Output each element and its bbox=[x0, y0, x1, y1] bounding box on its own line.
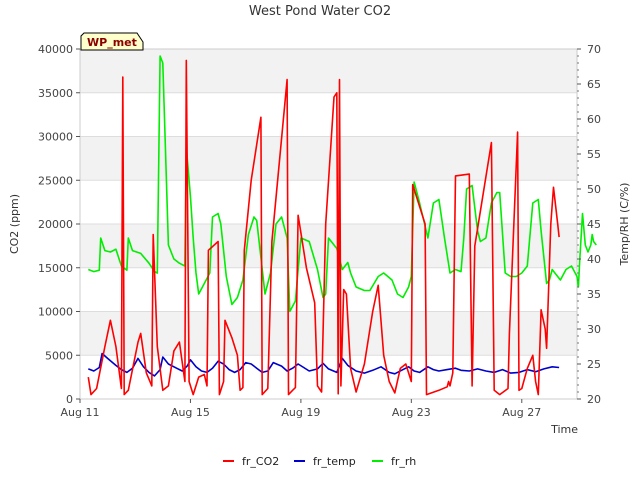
y-left-tick-label: 20000 bbox=[38, 218, 73, 231]
y-right-tick-label: 55 bbox=[587, 148, 601, 161]
x-tick-label: Aug 27 bbox=[502, 406, 541, 419]
background-band bbox=[80, 267, 577, 312]
y-right-tick-label: 25 bbox=[587, 358, 601, 371]
legend: fr_CO2 fr_temp fr_rh bbox=[223, 455, 416, 468]
y-left-tick-label: 25000 bbox=[38, 174, 73, 187]
legend-label-fr-temp: fr_temp bbox=[313, 455, 356, 468]
legend-label-fr-rh: fr_rh bbox=[391, 455, 416, 468]
x-tick-label: Aug 15 bbox=[171, 406, 210, 419]
legend-label-fr-CO2: fr_CO2 bbox=[242, 455, 279, 468]
series-lines bbox=[87, 55, 597, 396]
series-line-fr-rh bbox=[88, 55, 597, 313]
series-line-fr-CO2 bbox=[87, 59, 560, 396]
series-line-fr-temp bbox=[88, 352, 560, 377]
x-axis-ticks: Aug 11 Aug 15 Aug 19 Aug 23 Aug 27 bbox=[61, 399, 541, 419]
badge-shape bbox=[80, 32, 144, 51]
y-right-axis-ticks: 20 25 30 35 40 45 50 55 60 65 70 bbox=[577, 43, 601, 406]
background-band bbox=[80, 49, 577, 93]
x-tick-label: Aug 23 bbox=[392, 406, 431, 419]
y-left-axis-label: CO2 (ppm) bbox=[8, 194, 21, 254]
y-right-tick-label: 70 bbox=[587, 43, 601, 56]
y-left-axis-ticks: 0 5000 10000 15000 20000 25000 30000 35000 40000 bbox=[38, 43, 80, 406]
y-right-tick-label: 60 bbox=[587, 113, 601, 126]
y-right-tick-label: 50 bbox=[587, 183, 601, 196]
y-left-tick-label: 5000 bbox=[45, 349, 73, 362]
y-right-axis-label: Temp/RH (C/%) bbox=[618, 183, 631, 267]
x-axis-label: Time bbox=[550, 423, 578, 436]
y-right-tick-label: 30 bbox=[587, 323, 601, 336]
wp-met-badge: WP_met bbox=[80, 32, 144, 51]
background-band bbox=[80, 92, 577, 137]
y-right-tick-label: 45 bbox=[587, 218, 601, 231]
y-left-tick-label: 35000 bbox=[38, 87, 73, 100]
y-left-tick-label: 0 bbox=[66, 393, 73, 406]
y-left-tick-label: 15000 bbox=[38, 262, 73, 275]
background-band bbox=[80, 311, 577, 356]
x-tick-label: Aug 19 bbox=[281, 406, 320, 419]
y-right-tick-label: 20 bbox=[587, 393, 601, 406]
x-tick-label: Aug 11 bbox=[61, 406, 100, 419]
y-right-tick-label: 35 bbox=[587, 288, 601, 301]
badge-label: WP_met bbox=[87, 36, 137, 49]
y-right-tick-label: 40 bbox=[587, 253, 601, 266]
chart-title: West Pond Water CO2 bbox=[249, 4, 391, 19]
y-left-tick-label: 10000 bbox=[38, 306, 73, 319]
y-left-tick-label: 40000 bbox=[38, 43, 73, 56]
y-left-tick-label: 30000 bbox=[38, 131, 73, 144]
y-right-tick-label: 65 bbox=[587, 78, 601, 91]
